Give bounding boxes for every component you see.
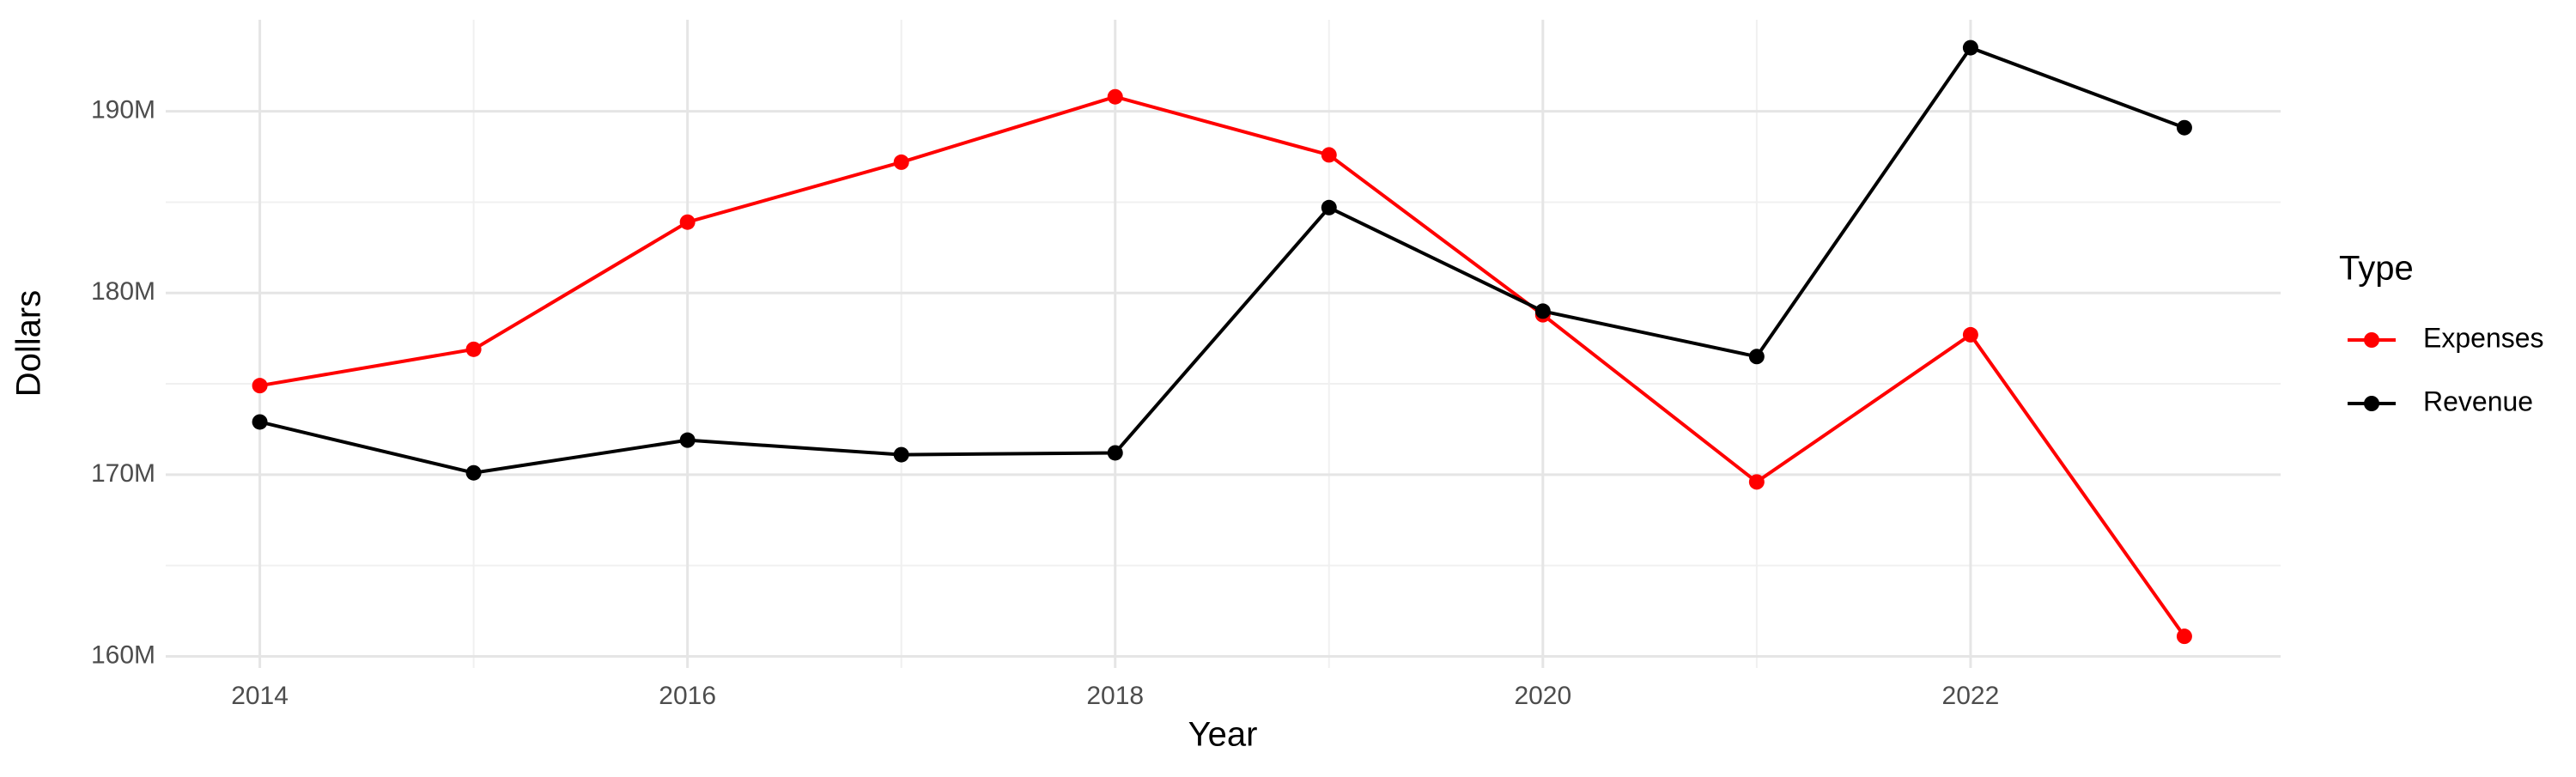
data-point <box>252 378 268 394</box>
y-tick-label: 190M <box>91 96 155 124</box>
data-point <box>2176 628 2192 645</box>
data-point <box>679 214 696 230</box>
data-point <box>893 154 909 170</box>
data-point <box>2176 119 2192 136</box>
data-point <box>1748 474 1765 490</box>
x-tick-label: 2014 <box>231 682 289 710</box>
x-tick-label: 2022 <box>1942 682 2000 710</box>
legend-key <box>2364 332 2379 348</box>
data-point <box>1107 445 1123 461</box>
data-point <box>465 341 482 357</box>
x-axis-title: Year <box>1188 716 1258 754</box>
series-line <box>259 94 2186 638</box>
x-tick-label: 2016 <box>659 682 716 710</box>
data-point <box>252 414 268 430</box>
x-tick-label: 2020 <box>1514 682 1571 710</box>
data-point <box>1321 147 1337 163</box>
legend-label: Expenses <box>2423 322 2544 353</box>
y-tick-label: 170M <box>91 459 155 488</box>
series-line <box>259 46 2185 475</box>
data-point <box>1962 326 1978 343</box>
legend-title: Type <box>2339 250 2414 288</box>
legend-key <box>2364 396 2379 411</box>
data-point <box>893 446 909 463</box>
data-point <box>1962 39 1978 56</box>
y-tick-label: 180M <box>91 277 155 306</box>
data-point <box>1534 303 1551 319</box>
legend-label: Revenue <box>2423 385 2533 416</box>
y-axis-title: Dollars <box>10 290 48 397</box>
data-point <box>1748 349 1765 365</box>
data-point <box>465 464 482 481</box>
x-tick-label: 2018 <box>1086 682 1144 710</box>
data-point <box>1321 199 1337 215</box>
data-point <box>679 432 696 448</box>
data-point <box>1107 88 1123 105</box>
y-tick-label: 160M <box>91 640 155 669</box>
